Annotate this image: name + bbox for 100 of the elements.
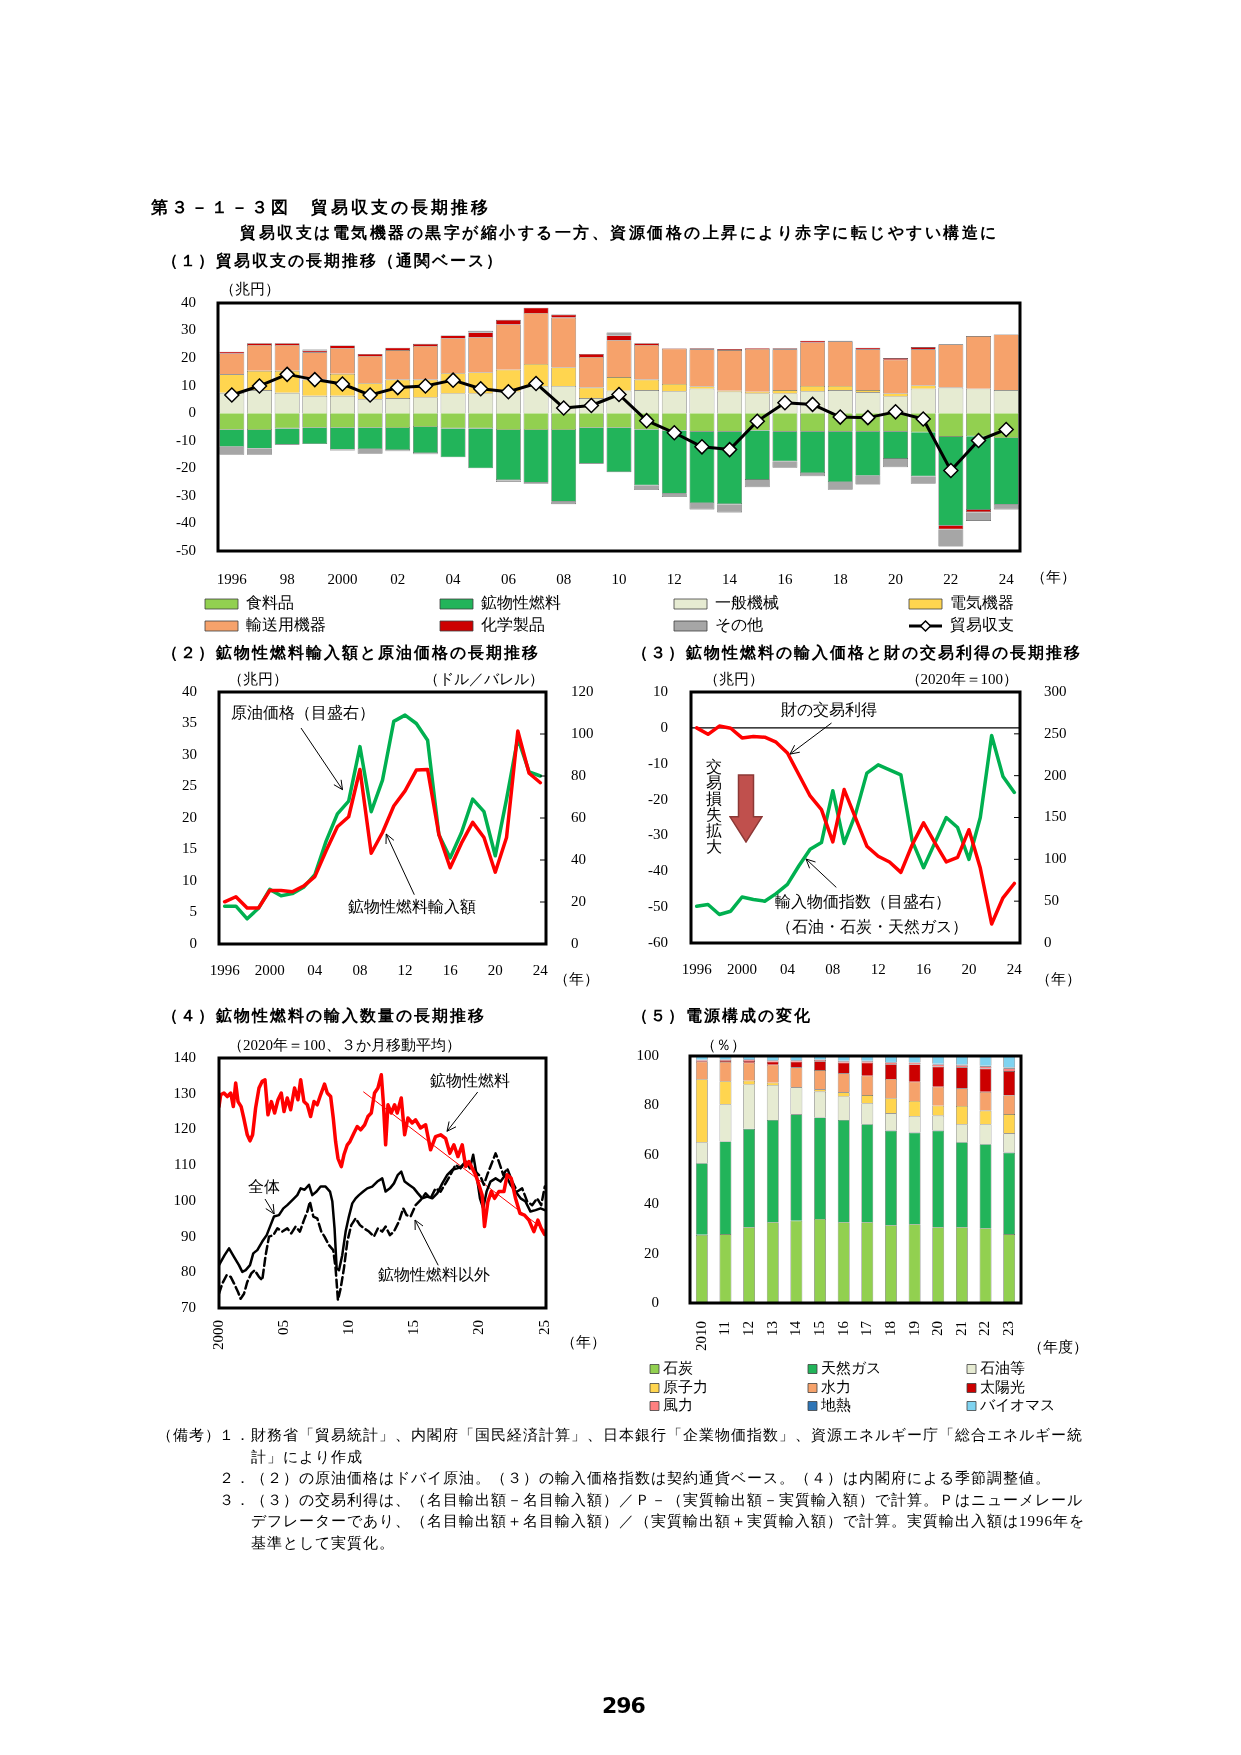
y-tick-label: 15 <box>182 840 197 857</box>
x-tick-label: 08 <box>825 960 841 977</box>
chart-title: （５）電源構成の変化 <box>632 1006 812 1026</box>
y-tick-label: 10 <box>653 682 668 699</box>
text: 鉱物性燃料輸入額 <box>348 898 477 916</box>
x-tick-label: 10 <box>611 570 627 587</box>
x-axis-title: （年度） <box>1028 1338 1088 1355</box>
x-tick-label: 1996 <box>209 961 241 978</box>
x-tick-label: 24 <box>998 570 1015 587</box>
y-tick-label: 20 <box>182 808 197 825</box>
series-label: 原油価格（目盛右） <box>231 704 376 722</box>
x-tick-label: 22 <box>943 570 959 587</box>
chart-title: （１）貿易収支の長期推移（通関ベース） <box>162 251 504 271</box>
x-tick-label: 20 <box>888 570 904 587</box>
y2-axis-title: （ドル／バレル） <box>424 670 544 687</box>
x-tick-label: 17 <box>858 1320 875 1336</box>
x-tick-label: 20 <box>929 1321 946 1336</box>
x-tick-label: 12 <box>740 1321 757 1336</box>
y2-tick-label: 0 <box>1044 933 1052 950</box>
y-tick-label: 80 <box>644 1096 659 1113</box>
y-tick-label: -30 <box>176 486 196 503</box>
legend-label: 水力 <box>821 1378 851 1395</box>
y-tick-label: 30 <box>181 321 196 338</box>
text: １．財務省「貿易統計」、内閣府「国民経済計算」、日本銀行「企業物価指数」、資源エネルギー庁「総合エネルギー統計」により作成 <box>219 1426 1084 1467</box>
y-tick-label: 60 <box>644 1145 659 1162</box>
y-axis-title: （2020年＝100、３か月移動平均） <box>228 1036 461 1053</box>
y2-tick-label: 100 <box>1044 850 1067 867</box>
x-tick-label: 10 <box>340 1320 357 1335</box>
y-tick-label: 140 <box>173 1048 196 1065</box>
chart-title: （２）鉱物性燃料輸入額と原油価格の長期推移 <box>162 643 540 663</box>
y-tick-label: 40 <box>181 293 196 310</box>
y2-tick-label: 50 <box>1044 892 1059 909</box>
series-label: 全体 <box>248 1178 281 1196</box>
y2-tick-label: 20 <box>571 892 586 909</box>
annotation: （石油・石炭・天然ガス） <box>776 918 969 936</box>
y-axis-title: （兆円） <box>228 670 288 687</box>
y-tick-label: -60 <box>648 933 668 950</box>
legend-label: 風力 <box>663 1396 693 1413</box>
x-tick-label: 05 <box>275 1320 292 1335</box>
series-label: 鉱物性燃料 <box>429 1071 510 1089</box>
y2-tick-label: 0 <box>571 934 579 951</box>
y2-tick-label: 80 <box>571 766 586 783</box>
x-tick-label: 25 <box>535 1320 552 1335</box>
y-tick-label: 10 <box>181 376 196 393</box>
y-tick-label: -40 <box>176 514 196 531</box>
y2-tick-label: 150 <box>1044 808 1067 825</box>
y-tick-label: 10 <box>182 871 197 888</box>
x-axis-title: （年） <box>1031 568 1076 585</box>
legend-label: 一般機械 <box>715 594 779 612</box>
x-tick-label: 12 <box>397 961 413 978</box>
legend-label: 天然ガス <box>821 1359 881 1376</box>
text: ２．（２）の原油価格はドバイ原油。（３）の輸入価格指数は契約通貨ベース。（４）は内閣府による季節調整値。 <box>219 1469 1052 1489</box>
x-tick-label: 1996 <box>681 960 713 977</box>
y-tick-label: 0 <box>651 1293 659 1310</box>
y-tick-label: 0 <box>660 718 668 735</box>
x-tick-label: 16 <box>916 960 932 977</box>
x-tick-label: 16 <box>834 1320 851 1336</box>
series-label: 財の交易利得 <box>781 701 878 719</box>
x-tick-label: 20 <box>961 960 977 977</box>
y-tick-label: 100 <box>173 1191 196 1208</box>
y-tick-label: 40 <box>182 682 197 699</box>
x-tick-label: 2000 <box>209 1320 226 1350</box>
legend-label: 原子力 <box>663 1378 708 1395</box>
y-tick-label: 80 <box>181 1263 196 1280</box>
y2-tick-label: 100 <box>571 724 594 741</box>
y-tick-label: -40 <box>648 862 668 879</box>
x-tick-label: 1996 <box>216 570 248 587</box>
x-tick-label: 23 <box>1000 1321 1017 1336</box>
legend-label: 輸送用機器 <box>246 616 326 634</box>
x-tick-label: 19 <box>905 1321 922 1336</box>
x-tick-label: 16 <box>442 961 459 978</box>
y-tick-label: 40 <box>644 1195 659 1212</box>
y2-tick-label: 300 <box>1044 682 1067 699</box>
x-tick-label: 12 <box>870 960 886 977</box>
x-tick-label: 14 <box>787 1320 804 1336</box>
legend-label: 電気機器 <box>950 594 1014 612</box>
y2-tick-label: 40 <box>571 850 586 867</box>
chart-title: （３）鉱物性燃料の輸入価格と財の交易利得の長期推移 <box>632 643 1082 663</box>
text: 第３－１－３図 貿易収支の長期推移 <box>151 196 491 219</box>
x-tick-label: 15 <box>405 1320 422 1335</box>
x-tick-label: 02 <box>390 570 406 587</box>
legend-label: 鉱物性燃料 <box>481 594 561 612</box>
text: 296 <box>602 1693 645 1718</box>
legend-label: 食料品 <box>246 594 294 612</box>
y-tick-label: 20 <box>181 349 196 366</box>
x-tick-label: 04 <box>445 570 462 587</box>
y2-tick-label: 120 <box>571 682 594 699</box>
y-axis-title: （兆円） <box>704 670 764 687</box>
legend-label: 化学製品 <box>481 616 545 634</box>
x-tick-label: 06 <box>500 570 517 587</box>
x-tick-label: 22 <box>976 1321 993 1336</box>
x-tick-label: 2000 <box>254 961 285 978</box>
y-tick-label: 25 <box>182 777 197 794</box>
x-tick-label: 24 <box>532 961 549 978</box>
y-tick-label: 5 <box>189 903 197 920</box>
y-tick-label: -30 <box>648 826 668 843</box>
legend-label: 太陽光 <box>980 1378 1025 1395</box>
y-tick-label: 70 <box>181 1298 196 1315</box>
y-tick-label: 120 <box>173 1120 196 1137</box>
y-tick-label: -10 <box>176 431 196 448</box>
